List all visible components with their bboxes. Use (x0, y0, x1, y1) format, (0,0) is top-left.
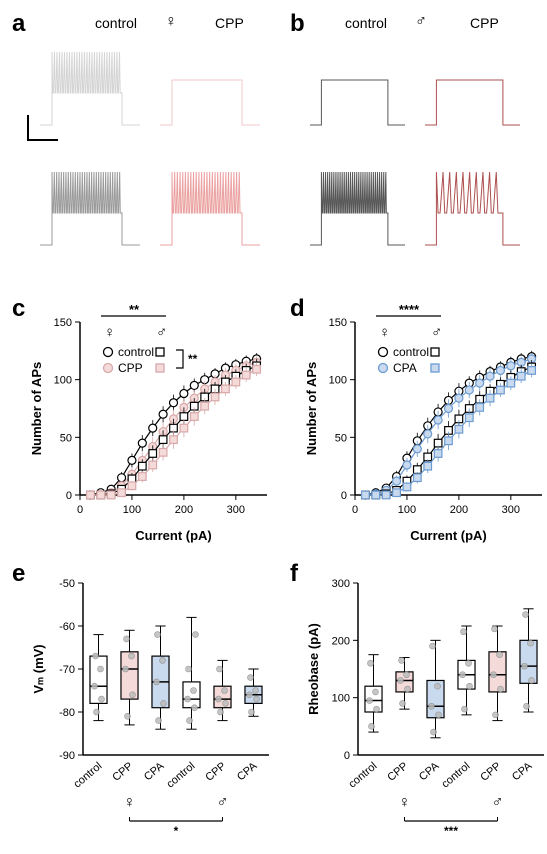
svg-text:Rheobase (pA): Rheobase (pA) (306, 623, 321, 715)
svg-text:CPA: CPA (235, 760, 260, 784)
svg-text:300: 300 (227, 504, 245, 516)
panel-label-e: e (12, 560, 25, 588)
svg-text:♀: ♀ (124, 794, 136, 811)
svg-text:CPA: CPA (417, 760, 442, 784)
svg-text:0: 0 (344, 750, 350, 762)
svg-text:0: 0 (341, 490, 347, 502)
svg-text:CPA: CPA (393, 361, 417, 375)
svg-text:-60: -60 (59, 621, 75, 633)
svg-text:♀: ♀ (379, 324, 390, 341)
svg-text:**: ** (188, 352, 198, 366)
svg-text:50: 50 (60, 432, 72, 444)
panel-a-control-label: control (95, 15, 137, 31)
svg-text:♂: ♂ (431, 324, 442, 341)
svg-text:0: 0 (352, 504, 358, 516)
svg-text:CPP: CPP (118, 361, 143, 375)
svg-text:CPP: CPP (478, 760, 503, 784)
svg-text:control: control (164, 760, 197, 790)
svg-text:-80: -80 (59, 707, 75, 719)
panel-d-chart: 0 100 200 300 0 50 100 150 Number of APs Current … (300, 300, 547, 550)
svg-text:♂: ♂ (156, 324, 167, 341)
panel-label-c: c (12, 295, 25, 323)
svg-text:CPA: CPA (510, 760, 535, 784)
panel-a-traces (20, 30, 280, 280)
svg-text:150: 150 (54, 317, 72, 329)
svg-text:100: 100 (123, 504, 141, 516)
svg-text:100: 100 (398, 504, 416, 516)
svg-text:Current (pA): Current (pA) (135, 528, 212, 543)
svg-text:CPP: CPP (110, 760, 135, 784)
svg-text:***: *** (444, 824, 458, 838)
svg-text:0: 0 (77, 504, 83, 516)
svg-text:control: control (118, 345, 154, 359)
svg-text:Number of APs: Number of APs (29, 362, 44, 455)
svg-text:-70: -70 (59, 664, 75, 676)
panel-c-chart: 0 100 200 300 0 50 100 150 Number of APs Current … (25, 300, 275, 550)
svg-text:-90: -90 (59, 750, 75, 762)
panel-b-control-label: control (345, 15, 387, 31)
svg-text:200: 200 (175, 504, 193, 516)
panel-label-f: f (290, 560, 298, 588)
svg-text:CPA: CPA (142, 760, 167, 784)
svg-text:100: 100 (329, 375, 347, 387)
svg-text:♀: ♀ (399, 794, 411, 811)
svg-text:**: ** (129, 302, 140, 317)
panel-a-cpp-label: CPP (215, 15, 244, 31)
svg-text:100: 100 (54, 375, 72, 387)
svg-text:control: control (393, 345, 429, 359)
svg-text:*: * (174, 824, 179, 838)
svg-text:50: 50 (335, 432, 347, 444)
svg-text:300: 300 (502, 504, 520, 516)
panel-b-cpp-label: CPP (470, 15, 499, 31)
svg-text:100: 100 (332, 693, 350, 705)
panel-a-sex: ♀ (165, 13, 177, 31)
svg-text:-50: -50 (59, 578, 75, 590)
svg-text:control: control (71, 760, 104, 790)
svg-text:200: 200 (332, 635, 350, 647)
panel-b-sex: ♂ (415, 13, 427, 31)
svg-text:150: 150 (329, 317, 347, 329)
svg-text:control: control (439, 760, 472, 790)
svg-text:CPP: CPP (385, 760, 410, 784)
svg-text:Vₘ (mV): Vₘ (mV) (31, 644, 46, 693)
svg-text:Current (pA): Current (pA) (410, 528, 487, 543)
svg-text:Number of APs: Number of APs (304, 362, 319, 455)
panel-f-chart: 0100200300Rheobase (pA)controlCPPCPAcont… (300, 565, 547, 845)
svg-text:♂: ♂ (492, 794, 504, 811)
svg-text:♀: ♀ (104, 324, 115, 341)
svg-text:control: control (346, 760, 379, 790)
svg-text:****: **** (399, 302, 420, 317)
panel-e-chart: -90-80-70-60-50Vₘ (mV)controlCPPCPAcontr… (25, 565, 275, 845)
svg-text:♂: ♂ (217, 794, 229, 811)
panel-b-traces (290, 30, 540, 280)
svg-text:300: 300 (332, 578, 350, 590)
svg-text:CPP: CPP (203, 760, 228, 784)
svg-text:0: 0 (66, 490, 72, 502)
svg-text:200: 200 (450, 504, 468, 516)
